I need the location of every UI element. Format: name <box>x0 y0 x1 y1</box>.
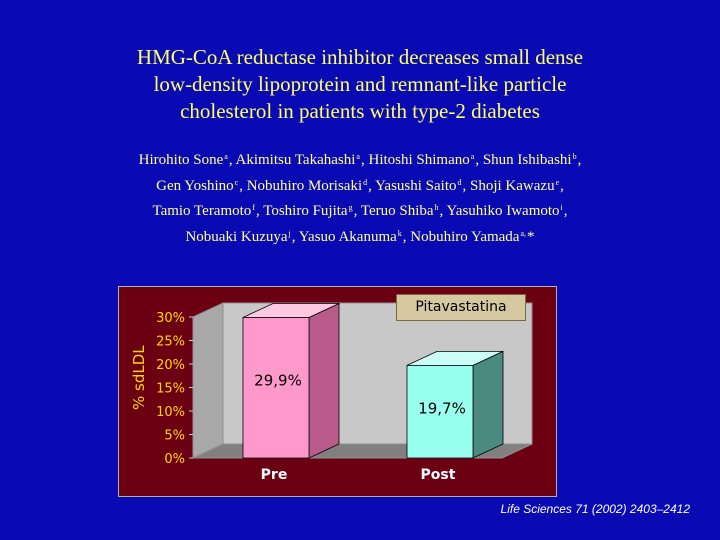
author-separator: , <box>563 203 568 219</box>
affiliation-marker: d <box>363 177 368 187</box>
x-tick-label: Post <box>421 467 456 483</box>
chart-side-wall <box>192 302 224 459</box>
author-name: Hitoshi Shimano <box>368 152 470 168</box>
author-list: Hirohito Sonea, Akimitsu Takahashia, Hit… <box>30 146 690 248</box>
affiliation-marker: b <box>572 152 577 161</box>
author-line: Gen Yoshinoc, Nobuhiro Morisakid, Yasush… <box>30 172 690 198</box>
author-name: Akimitsu Takahashi <box>235 152 356 168</box>
affiliation-marker: g <box>348 203 353 212</box>
author-separator: , <box>462 177 470 194</box>
y-tick-label: 30% <box>156 311 185 326</box>
citation: Life Sciences 71 (2002) 2403–2412 <box>500 502 690 516</box>
bar-side <box>472 350 504 459</box>
title-line: low-density lipoprotein and remnant-like… <box>153 72 567 96</box>
author-separator: , <box>439 203 447 219</box>
y-axis-label-container: % sdLDL <box>130 345 148 410</box>
y-tick-label: 25% <box>156 335 185 350</box>
author-separator: , <box>228 152 236 168</box>
author-separator: , <box>255 203 264 219</box>
y-tick-label: 10% <box>156 405 185 420</box>
affiliation-marker: c <box>234 177 239 187</box>
bar-side <box>308 302 340 459</box>
author-name: Tamio Teramoto <box>152 203 252 219</box>
author-name: Teruo Shiba <box>360 203 434 219</box>
affiliation-marker: h <box>434 203 439 212</box>
author-name: Nobuhiro Yamada <box>410 228 520 245</box>
author-line: Tamio Teramotof, Toshiro Fujitag, Teruo … <box>30 197 690 223</box>
author-line: Hirohito Sonea, Akimitsu Takahashia, Hit… <box>30 146 690 172</box>
y-tick-label: 20% <box>156 358 185 373</box>
author-separator: , <box>360 152 369 168</box>
author-separator: , <box>368 177 376 194</box>
y-axis-label: % sdLDL <box>130 345 148 410</box>
affiliation-marker: d <box>457 177 462 187</box>
affiliation-marker: j <box>288 228 291 238</box>
legend: Pitavastatina <box>396 294 526 321</box>
data-label: 29,9% <box>254 371 302 389</box>
author-name: Yasuhiko Iwamoto <box>446 203 560 219</box>
author-separator: , <box>239 177 247 194</box>
author-name: Nobuaki Kuzuya <box>185 228 288 245</box>
author-separator: , <box>560 177 564 194</box>
author-name: Yasushi Saito <box>375 177 457 194</box>
affiliation-marker: k <box>397 228 402 238</box>
data-label: 19,7% <box>418 399 466 417</box>
author-separator: , <box>291 228 299 245</box>
affiliation-marker: a <box>224 152 228 161</box>
author-separator: , <box>402 228 411 245</box>
author-name: Nobuhiro Morisaki <box>246 177 363 194</box>
title-line: HMG-CoA reductase inhibitor decreases sm… <box>136 45 584 69</box>
y-tick-label: 5% <box>164 429 185 444</box>
author-separator: , <box>475 152 483 168</box>
affiliation-marker: i <box>560 203 563 212</box>
affiliation-marker: e <box>555 177 560 187</box>
author-name: Yasuo Akanuma <box>298 228 397 245</box>
x-tick-label: Pre <box>261 467 288 483</box>
affiliation-marker: a <box>470 152 475 161</box>
author-name: Gen Yoshino <box>156 177 234 194</box>
affiliation-marker: f <box>252 203 255 212</box>
y-tick-label: 0% <box>164 452 185 467</box>
author-name: Shun Ishibashi <box>482 152 572 168</box>
chart-panel: 0% 5% 10% 15% 20% 25% 30% 29,9% Pre 19,7% Post <box>118 286 557 497</box>
slide-title: HMG-CoA reductase inhibitor decreases sm… <box>40 44 680 125</box>
bar-pre <box>242 317 310 459</box>
bar-chart: 0% 5% 10% 15% 20% 25% 30% 29,9% Pre 19,7% Post <box>156 302 533 483</box>
author-name: Toshiro Fujita <box>263 203 348 219</box>
affiliation-marker: a <box>356 152 360 161</box>
author-separator: , <box>353 203 361 219</box>
author-name: Shoji Kawazu <box>470 177 555 194</box>
author-name: Hirohito Sone <box>138 152 224 168</box>
title-line: cholesterol in patients with type-2 diab… <box>180 99 540 123</box>
affiliation-marker: a, <box>520 228 527 238</box>
y-tick-label: 15% <box>156 382 185 397</box>
author-separator: * <box>527 228 535 245</box>
author-line: Nobuaki Kuzuyaj, Yasuo Akanumak, Nobuhir… <box>30 223 690 249</box>
author-separator: , <box>577 152 582 168</box>
bar-post <box>406 365 474 459</box>
